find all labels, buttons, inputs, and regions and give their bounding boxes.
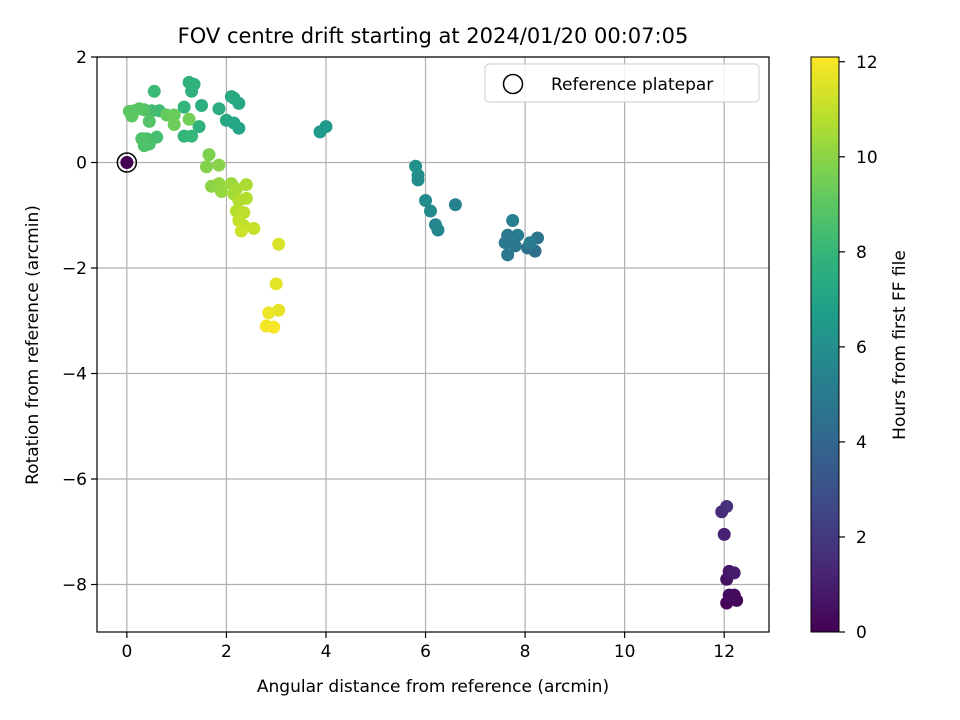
data-point — [177, 100, 191, 114]
colorbar-tick-label: 6 — [856, 338, 867, 358]
legend-entry-reference: Reference platepar — [551, 75, 713, 95]
colorbar-ticks: 0 2 4 6 8 10 12 — [839, 53, 878, 643]
data-point — [717, 527, 731, 541]
data-point — [424, 204, 438, 218]
legend-marker-reference — [502, 73, 524, 95]
colorbar: 0 2 4 6 8 10 12 Hours from first FF file — [810, 53, 910, 643]
data-point — [200, 160, 214, 174]
data-point — [212, 102, 226, 116]
data-point — [247, 221, 261, 235]
colorbar-frame — [810, 56, 840, 633]
data-point — [272, 303, 286, 317]
colorbar-tick-label: 2 — [856, 528, 867, 548]
data-point — [409, 159, 423, 173]
data-point — [214, 185, 228, 199]
data-point — [202, 148, 216, 162]
data-point — [137, 139, 151, 153]
data-point — [419, 193, 433, 207]
data-point — [229, 182, 243, 196]
x-axis-label: Angular distance from reference (arcmin) — [257, 677, 609, 697]
colorbar-tick-label: 12 — [856, 53, 878, 73]
data-point — [147, 84, 161, 98]
legend-box — [484, 63, 760, 103]
data-point — [182, 112, 196, 126]
colorbar-label: Hours from first FF file — [890, 250, 910, 440]
colorbar-tick-label: 8 — [856, 243, 867, 263]
data-point — [727, 566, 741, 580]
plot-frame — [96, 56, 770, 633]
data-point — [239, 178, 253, 192]
data-point — [269, 277, 283, 291]
data-point — [234, 224, 248, 238]
data-point — [511, 228, 525, 242]
data-point — [262, 306, 276, 320]
x-axis-ticks: 0 2 4 6 8 10 12 — [121, 632, 735, 662]
data-point — [167, 118, 181, 132]
data-point — [313, 125, 327, 139]
y-tick-label: 2 — [76, 48, 87, 68]
data-point — [120, 156, 134, 170]
data-point — [227, 91, 241, 105]
y-tick-label: −4 — [62, 365, 87, 385]
data-point — [506, 214, 520, 228]
data-point — [523, 236, 537, 250]
y-tick-label: −2 — [62, 259, 87, 279]
data-point — [232, 193, 246, 207]
data-point — [182, 75, 196, 89]
data-point — [212, 158, 226, 172]
data-point — [195, 99, 209, 113]
colorbar-tick-label: 10 — [856, 148, 878, 168]
colorbar-tick-label: 0 — [856, 623, 867, 643]
data-point — [428, 218, 442, 232]
reference-platepar-marker — [116, 152, 138, 173]
data-point — [501, 248, 515, 262]
data-points — [120, 75, 744, 610]
data-point — [167, 108, 181, 122]
data-point — [185, 129, 199, 143]
y-axis-label: Rotation from reference (arcmin) — [23, 205, 43, 485]
reference-marker — [116, 152, 138, 173]
colorbar-tick-label: 4 — [856, 433, 867, 453]
data-point — [722, 588, 736, 602]
y-tick-label: −6 — [62, 470, 87, 490]
y-tick-label: −8 — [62, 576, 87, 596]
data-point — [192, 120, 206, 134]
colorbar-gradient — [811, 57, 839, 632]
x-tick-label: 12 — [713, 642, 735, 662]
data-point — [508, 239, 522, 253]
x-tick-label: 10 — [614, 642, 636, 662]
x-tick-label: 4 — [321, 642, 332, 662]
data-point — [142, 114, 156, 128]
data-point — [501, 228, 515, 242]
chart-title: FOV centre drift starting at 2024/01/20 … — [178, 24, 689, 48]
data-point — [219, 113, 233, 127]
data-point — [267, 320, 281, 334]
y-tick-label: 0 — [76, 154, 87, 174]
x-tick-label: 6 — [420, 642, 431, 662]
legend: Reference platepar — [484, 63, 760, 103]
data-point — [448, 198, 462, 212]
data-point — [272, 237, 286, 251]
y-axis-ticks: 2 0 −2 −4 −6 −8 — [62, 48, 97, 596]
x-tick-label: 2 — [221, 642, 232, 662]
x-tick-label: 8 — [520, 642, 531, 662]
data-point — [720, 499, 734, 513]
x-tick-label: 0 — [121, 642, 132, 662]
data-point — [125, 109, 139, 123]
